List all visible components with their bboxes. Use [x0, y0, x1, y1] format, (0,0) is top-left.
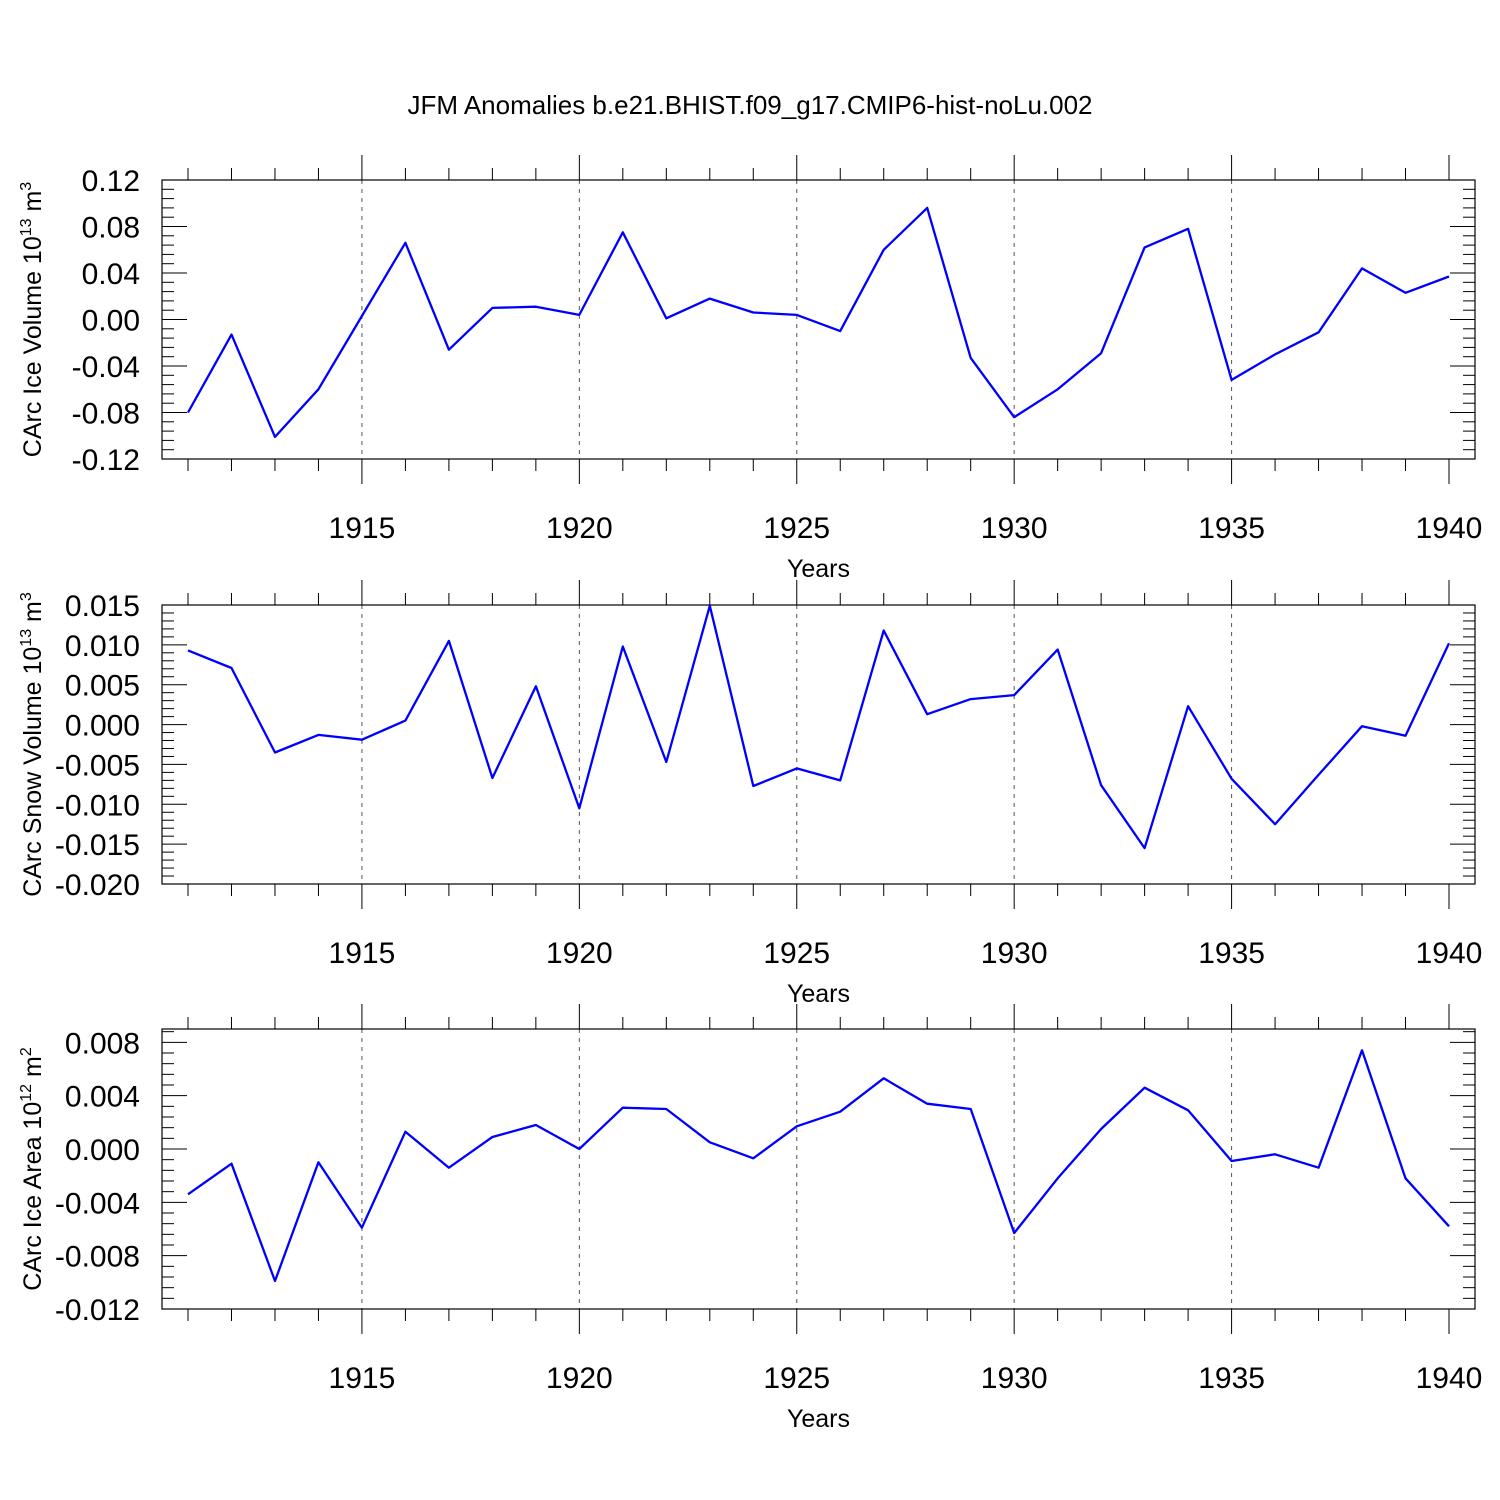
- y-tick-label: -0.012: [55, 1294, 140, 1327]
- series-line: [186, 206, 1450, 439]
- x-tick-label: 1915: [329, 512, 396, 545]
- y-tick-label: 0.010: [65, 630, 140, 663]
- x-tick-label: 1915: [329, 937, 396, 970]
- y-axis-title-exponent: 12: [18, 1084, 35, 1102]
- y-axis-title-text: CArc Snow Volume 10: [19, 647, 47, 897]
- x-axis-title: Years: [787, 555, 850, 583]
- x-axis-title: Years: [787, 980, 850, 1008]
- y-tick-label: -0.008: [55, 1241, 140, 1274]
- panel-3: -0.012 -0.008 -0.004 0.000 0.004 0.008 1915 192…: [18, 1004, 1482, 1433]
- y-tick-label: -0.12: [72, 444, 140, 477]
- y-tick-label: 0.005: [65, 670, 140, 703]
- x-tick-label: 1940: [1416, 512, 1483, 545]
- y-tick-label: 0.008: [65, 1027, 140, 1060]
- y-tick-label: -0.08: [72, 398, 140, 431]
- y-axis-title-text: CArc Ice Area 10: [19, 1102, 47, 1291]
- x-tick-label: 1940: [1416, 1362, 1483, 1395]
- x-tick-label: 1930: [981, 1362, 1048, 1395]
- y-tick-label: -0.010: [55, 789, 140, 822]
- x-tick-label: 1930: [981, 512, 1048, 545]
- y-axis-title-exponent: 13: [18, 218, 35, 236]
- y-tick-label: -0.005: [55, 749, 140, 782]
- y-tick-label: 0.015: [65, 590, 140, 623]
- y-tick-label: -0.015: [55, 829, 140, 862]
- x-tick-label: 1925: [763, 1362, 830, 1395]
- x-tick-label: 1920: [546, 937, 613, 970]
- y-axis-title-unit-exponent: 3: [18, 182, 35, 191]
- series-line: [187, 604, 1451, 850]
- y-axis-title: CArc Snow Volume 1013 m3: [18, 592, 47, 897]
- y-tick-label: 0.08: [82, 212, 140, 245]
- panel-1: -0.12 -0.08 -0.04 0.00 0.04 0.08 0.12 1915 1920 1…: [18, 155, 1482, 583]
- y-axis-title: CArc Ice Volume 1013 m3: [18, 182, 47, 458]
- y-tick-label: -0.04: [72, 351, 140, 384]
- x-tick-label: 1935: [1198, 1362, 1265, 1395]
- y-axis-title-text: CArc Ice Volume 10: [19, 236, 47, 457]
- y-tick-label: -0.004: [55, 1187, 140, 1220]
- y-axis-title-unit: m: [19, 601, 47, 629]
- y-axis-title: CArc Ice Area 1012 m2: [18, 1047, 47, 1291]
- y-tick-label: 0.000: [65, 1134, 140, 1167]
- y-tick-label: -0.020: [55, 869, 140, 902]
- y-axis-title-unit: m: [19, 1056, 47, 1084]
- x-tick-label: 1915: [329, 1362, 396, 1395]
- plot-frame: [161, 1028, 1476, 1310]
- x-tick-label: 1940: [1416, 937, 1483, 970]
- x-tick-label: 1920: [546, 512, 613, 545]
- y-axis-title-unit-exponent: 2: [18, 1047, 35, 1056]
- panel-2: -0.020 -0.015 -0.010 -0.005 0.000 0.005 0.010 0…: [18, 580, 1482, 1008]
- y-tick-label: 0.00: [82, 305, 140, 338]
- y-tick-label: 0.000: [65, 710, 140, 743]
- x-tick-label: 1925: [763, 937, 830, 970]
- y-tick-label: 0.004: [65, 1081, 140, 1114]
- y-axis-title-unit: m: [19, 191, 47, 219]
- x-tick-label: 1920: [546, 1362, 613, 1395]
- x-tick-label: 1925: [763, 512, 830, 545]
- y-tick-label: 0.04: [82, 258, 140, 291]
- series-line: [187, 1049, 1450, 1283]
- plot-frame: [161, 604, 1476, 885]
- x-tick-label: 1935: [1198, 512, 1265, 545]
- y-axis-title-exponent: 13: [18, 629, 35, 647]
- chart-title: JFM Anomalies b.e21.BHIST.f09_g17.CMIP6-…: [407, 90, 1092, 120]
- y-tick-label: 0.12: [82, 165, 140, 198]
- y-axis-title-unit-exponent: 3: [18, 592, 35, 601]
- x-axis-title: Years: [787, 1405, 850, 1433]
- x-tick-label: 1930: [981, 937, 1048, 970]
- panels-container: -0.12 -0.08 -0.04 0.00 0.04 0.08 0.12 1915 1920 1…: [18, 155, 1482, 1433]
- x-tick-label: 1935: [1198, 937, 1265, 970]
